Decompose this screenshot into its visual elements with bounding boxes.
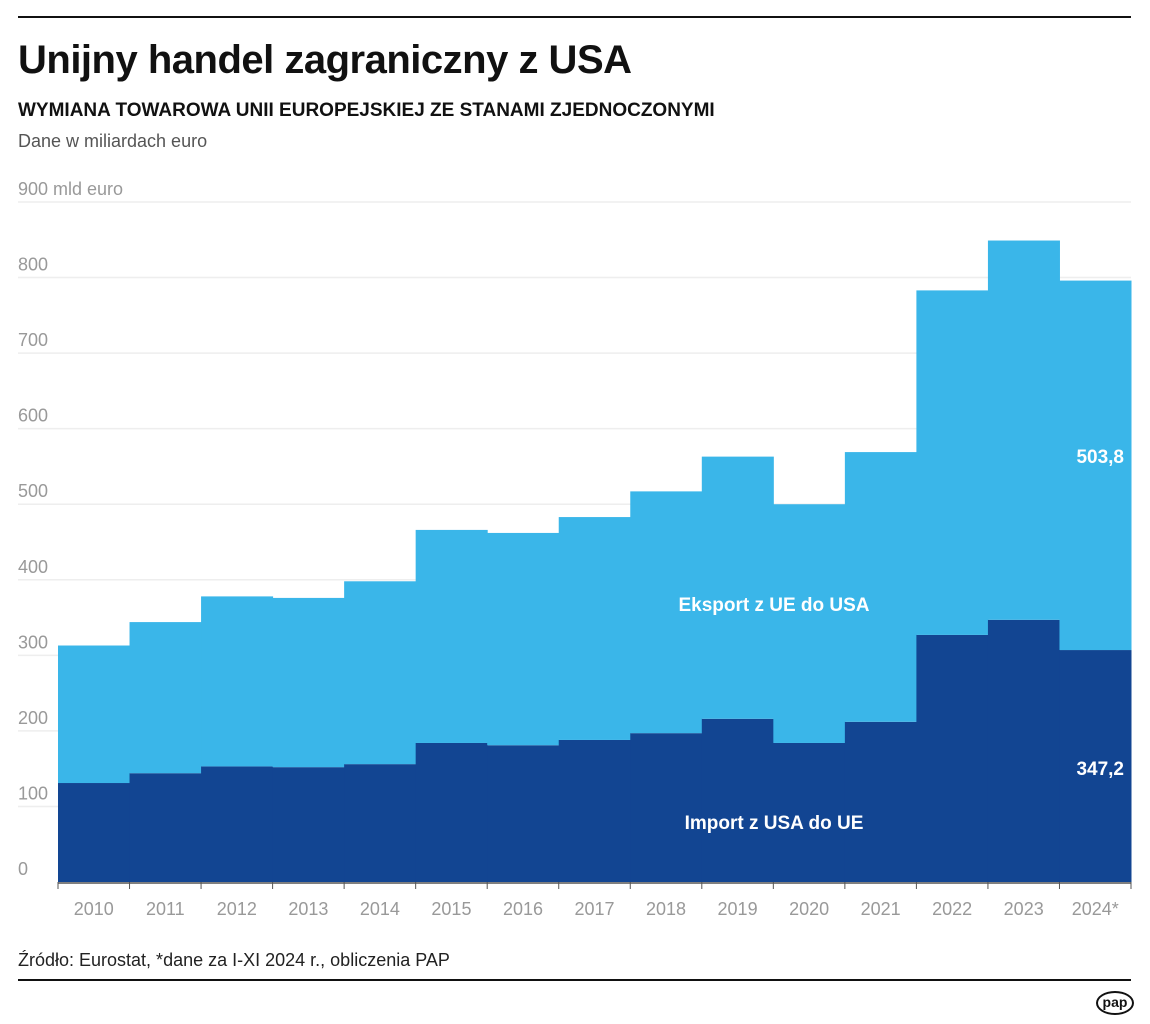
x-tick-label: 2019 [718, 899, 758, 919]
import-bar [773, 742, 846, 882]
x-tick-label: 2024* [1072, 899, 1119, 919]
x-tick-label: 2010 [74, 899, 114, 919]
import-bar [844, 721, 917, 882]
x-tick-label: 2017 [574, 899, 614, 919]
x-tick-label: 2020 [789, 899, 829, 919]
export-bar [487, 532, 560, 746]
x-tick-label: 2021 [861, 899, 901, 919]
x-tick-label: 2023 [1004, 899, 1044, 919]
import-series-label: Import z USA do UE [685, 813, 864, 834]
export-bar [201, 596, 274, 767]
x-tick-label: 2015 [431, 899, 471, 919]
import-bar [58, 783, 131, 882]
x-tick-label: 2012 [217, 899, 257, 919]
x-tick-label: 2013 [288, 899, 328, 919]
export-bar [773, 504, 846, 743]
x-tick-label: 2014 [360, 899, 400, 919]
export-bar [344, 581, 417, 765]
import-bar [630, 733, 703, 882]
export-bar [701, 456, 774, 719]
y-tick-label: 800 [18, 255, 48, 275]
import-bar [701, 718, 774, 882]
export-bar [272, 597, 345, 768]
y-tick-label: 0 [18, 859, 28, 879]
import-bar [487, 745, 560, 882]
y-tick-label: 500 [18, 481, 48, 501]
y-tick-label: 900 mld euro [18, 179, 123, 199]
import-value-label: 347,2 [1076, 759, 1124, 780]
import-bar [201, 766, 274, 882]
import-bar [415, 742, 488, 882]
source-note: Źródło: Eurostat, *dane za I-XI 2024 r.,… [18, 950, 450, 970]
import-bar [916, 634, 989, 882]
chart-title: Unijny handel zagraniczny z USA [18, 38, 632, 82]
top-rule [18, 16, 1131, 18]
import-bar [344, 764, 417, 882]
export-bar [58, 645, 131, 784]
export-series-label: Eksport z UE do USA [678, 595, 869, 616]
x-tick-label: 2018 [646, 899, 686, 919]
pap-logo: pap [1096, 991, 1134, 1015]
y-tick-label: 100 [18, 783, 48, 803]
export-bar [844, 452, 917, 722]
chart-subtitle: WYMIANA TOWAROWA UNII EUROPEJSKIEJ ZE ST… [18, 100, 715, 121]
bottom-rule [18, 979, 1131, 981]
export-value-label: 503,8 [1076, 447, 1124, 468]
export-bar [558, 517, 631, 740]
y-tick-label: 200 [18, 708, 48, 728]
units-note: Dane w miliardach euro [18, 131, 208, 151]
x-tick-label: 2011 [146, 899, 185, 919]
import-bar [558, 739, 631, 882]
import-bar [272, 767, 345, 882]
y-tick-label: 700 [18, 330, 48, 350]
x-tick-label: 2016 [503, 899, 543, 919]
import-bar [987, 619, 1060, 882]
y-tick-label: 300 [18, 632, 48, 652]
import-bar [1059, 650, 1132, 882]
export-bar [1059, 280, 1132, 651]
export-bar [987, 240, 1060, 620]
export-bar [916, 290, 989, 635]
export-bar [415, 529, 488, 743]
x-tick-label: 2022 [932, 899, 972, 919]
import-bar [129, 773, 202, 882]
export-bar [129, 622, 202, 774]
y-tick-label: 600 [18, 406, 48, 426]
export-bar [630, 491, 703, 734]
y-tick-label: 400 [18, 557, 48, 577]
